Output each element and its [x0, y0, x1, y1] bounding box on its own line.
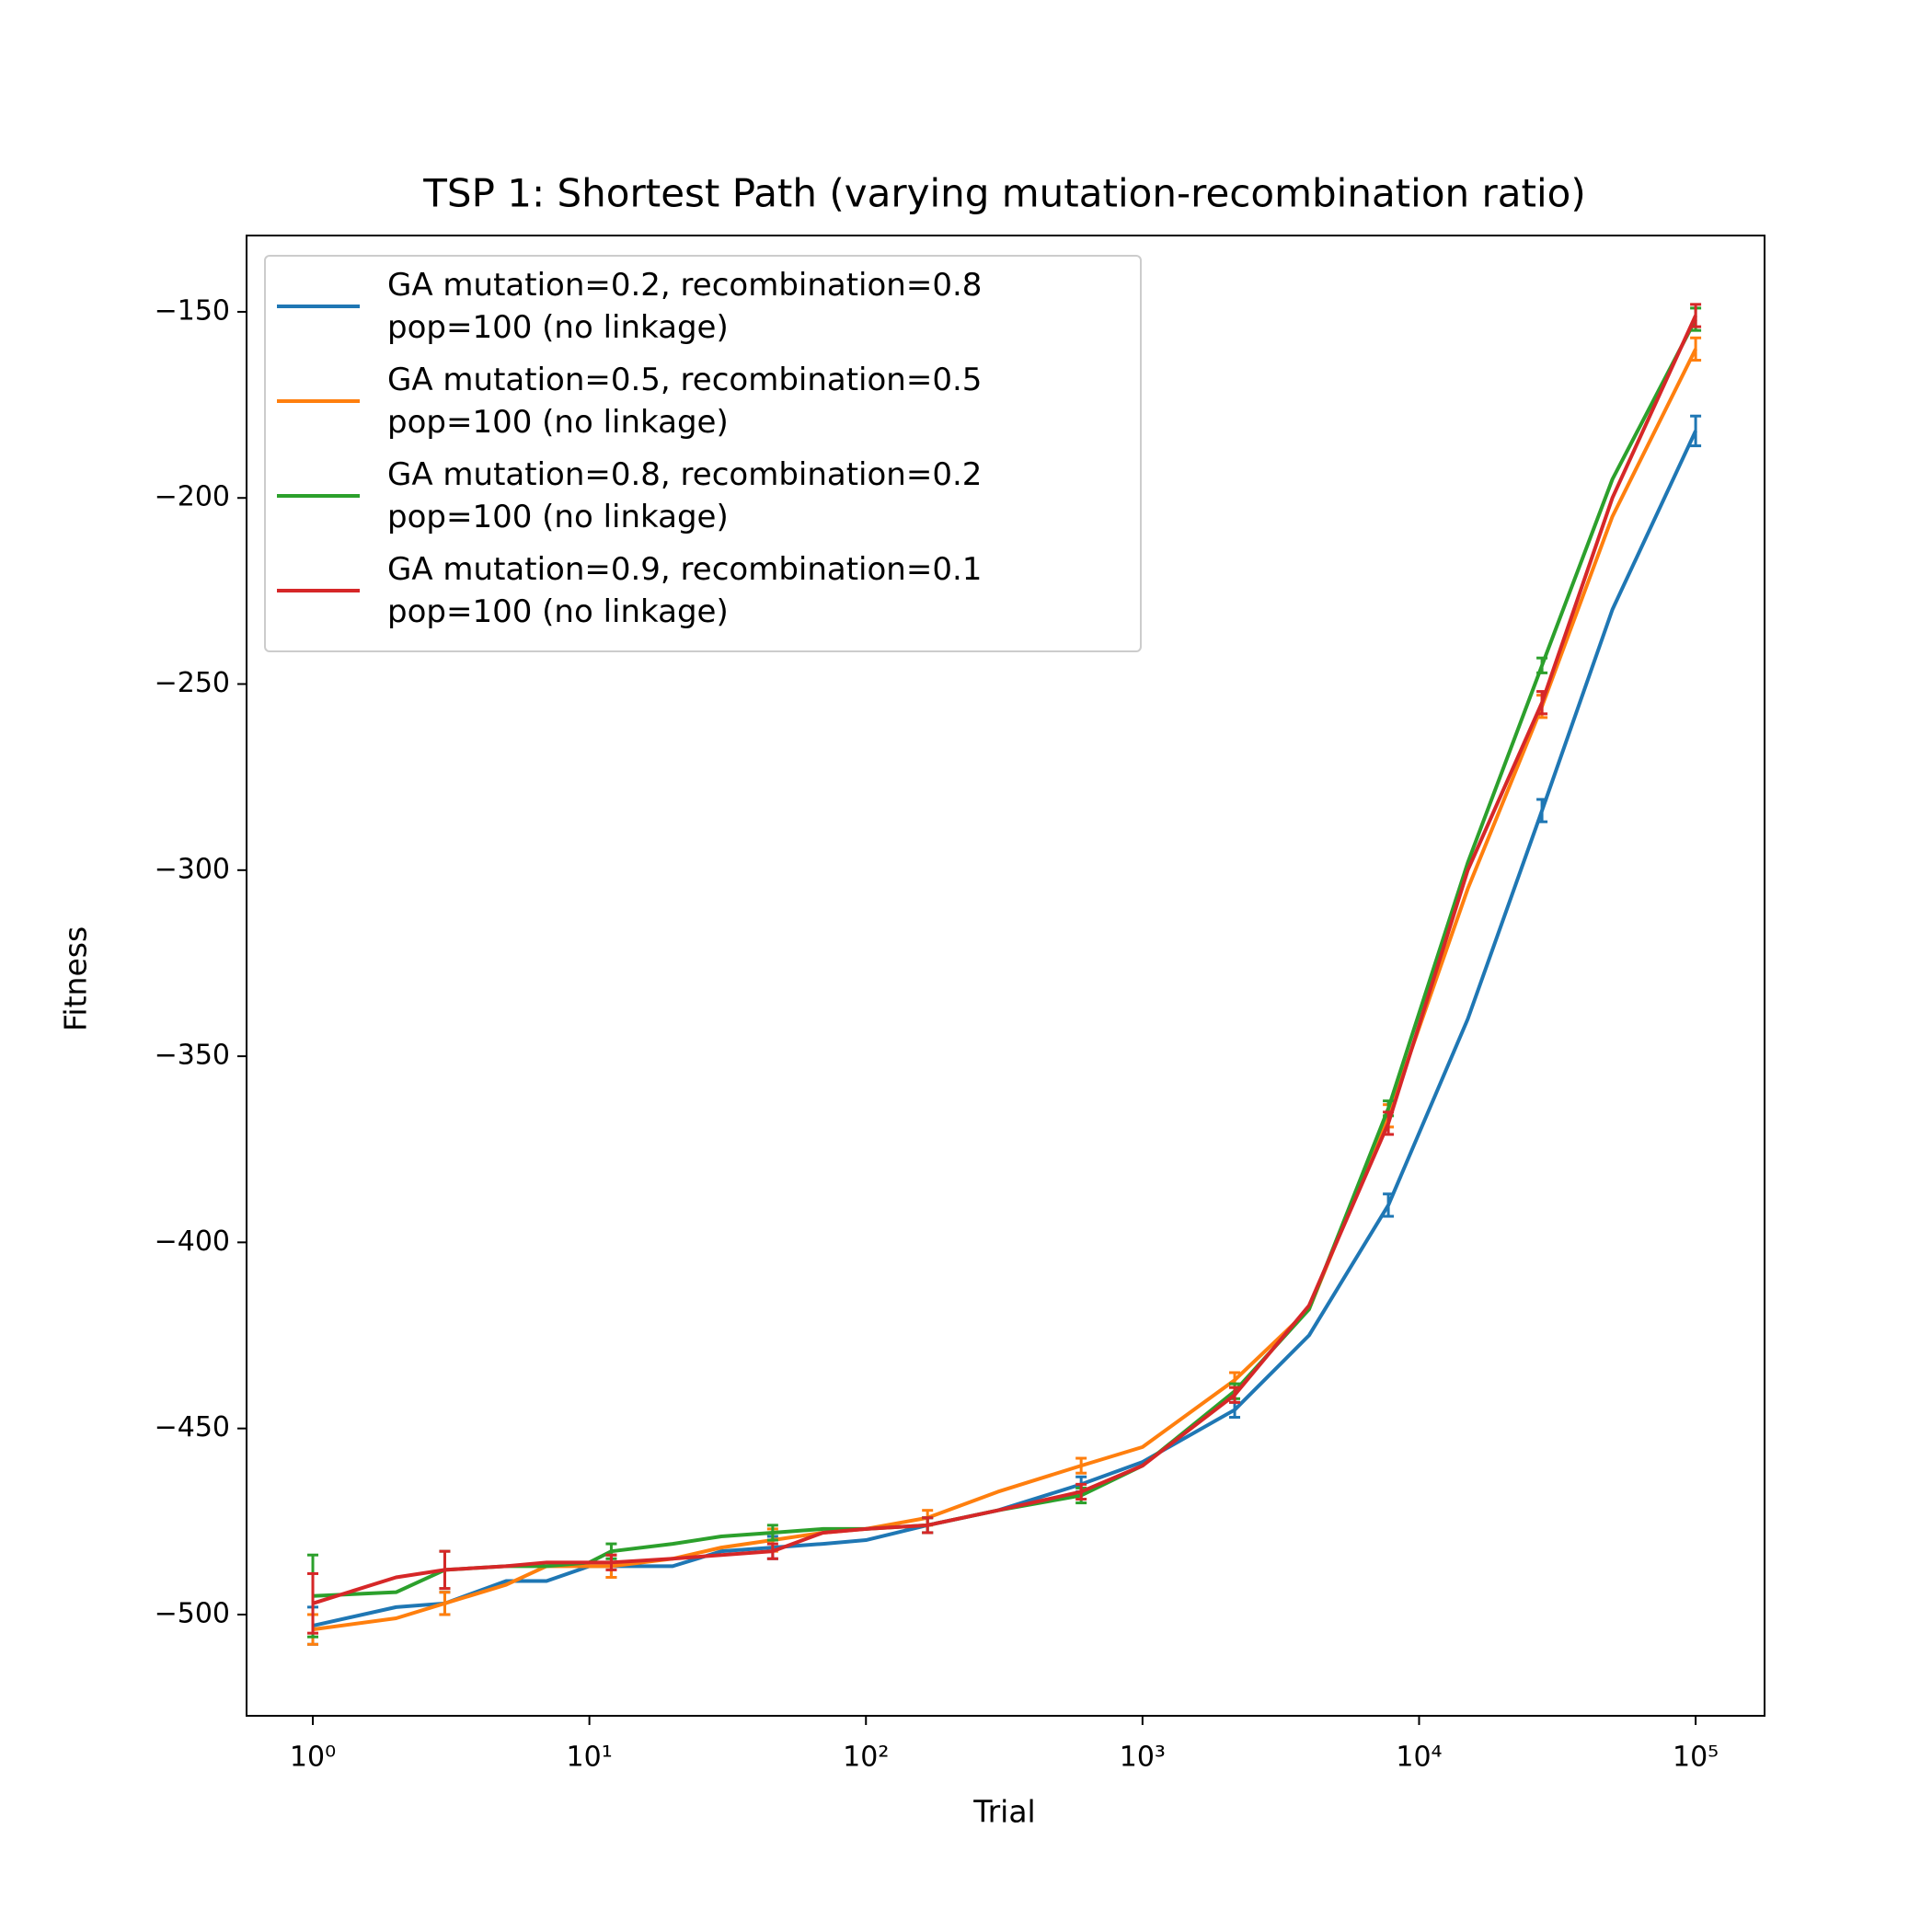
legend-swatch: [277, 589, 360, 592]
plot-frame: [246, 235, 1765, 1717]
error-bar: [1690, 336, 1702, 362]
legend-entry: GA mutation=0.9, recombination=0.1 pop=1…: [277, 548, 1129, 633]
error-bar: [1536, 690, 1548, 716]
y-tick-label: −250: [155, 667, 230, 699]
chart-title: TSP 1: Shortest Path (varying mutation-r…: [422, 171, 1585, 216]
error-bar: [1690, 414, 1702, 448]
legend-swatch: [277, 305, 360, 308]
legend-label: GA mutation=0.8, recombination=0.2 pop=1…: [387, 456, 983, 535]
error-bar: [766, 1524, 778, 1542]
legend-entry: GA mutation=0.2, recombination=0.8 pop=1…: [277, 264, 1129, 349]
error-bar: [1690, 303, 1702, 328]
legend-label: GA mutation=0.2, recombination=0.8 pop=1…: [387, 267, 983, 346]
x-tick-label: 10⁰: [290, 1742, 336, 1774]
series-line: [312, 430, 1697, 1628]
legend-entry: GA mutation=0.8, recombination=0.2 pop=1…: [277, 454, 1129, 538]
x-tick-label: 10²: [843, 1742, 889, 1774]
y-tick-label: −500: [155, 1597, 230, 1629]
legend-label: GA mutation=0.9, recombination=0.1 pop=1…: [387, 551, 983, 630]
x-tick-label: 10⁵: [1673, 1742, 1719, 1774]
error-bar: [1229, 1386, 1241, 1404]
error-bar: [1075, 1482, 1087, 1501]
error-bar: [307, 1571, 319, 1635]
x-tick-label: 10³: [1120, 1742, 1166, 1774]
y-tick-label: −450: [155, 1411, 230, 1443]
error-bar: [439, 1591, 451, 1616]
y-tick-label: −350: [155, 1040, 230, 1072]
legend-entry: GA mutation=0.5, recombination=0.5 pop=1…: [277, 359, 1129, 443]
legend-swatch: [277, 494, 360, 498]
series-line: [312, 315, 1697, 1605]
error-bar: [1536, 656, 1548, 674]
error-bar: [922, 1516, 934, 1535]
error-bar: [605, 1553, 617, 1571]
legend-label: GA mutation=0.5, recombination=0.5 pop=1…: [387, 362, 983, 441]
error-bar: [1383, 1192, 1395, 1218]
error-bar: [1075, 1456, 1087, 1475]
x-tick-label: 10⁴: [1396, 1742, 1442, 1774]
x-tick-label: 10¹: [567, 1742, 613, 1774]
x-axis-label: Trial: [972, 1794, 1035, 1830]
y-tick-label: −400: [155, 1225, 230, 1258]
y-tick-label: −300: [155, 853, 230, 885]
error-bar: [439, 1549, 451, 1591]
error-bar: [766, 1542, 778, 1560]
y-tick-label: −150: [155, 294, 230, 327]
y-tick-label: −200: [155, 481, 230, 513]
error-bar: [1383, 1110, 1395, 1136]
y-axis-label: Fitness: [58, 926, 94, 1031]
error-bar: [1536, 798, 1548, 823]
legend: GA mutation=0.2, recombination=0.8 pop=1…: [264, 255, 1142, 652]
legend-swatch: [277, 399, 360, 403]
